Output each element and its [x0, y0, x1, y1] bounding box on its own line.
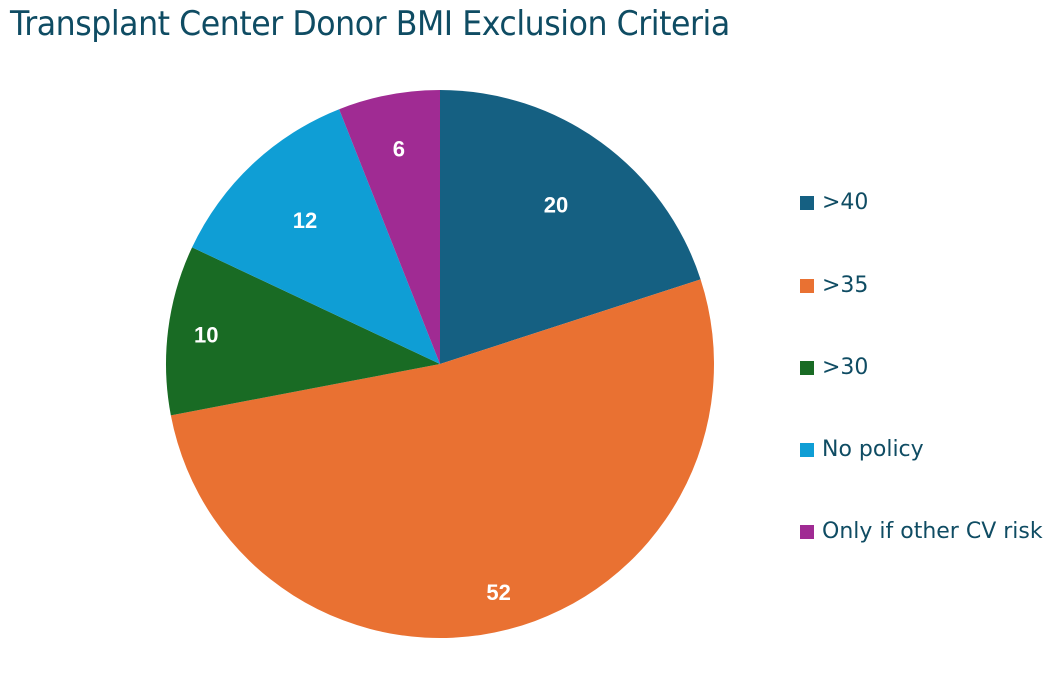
- legend-item: >40: [800, 190, 868, 215]
- legend-label: >40: [822, 190, 869, 215]
- pie-slice-40: [440, 90, 701, 364]
- legend-item: >30: [800, 355, 868, 380]
- legend-swatch: [800, 195, 814, 210]
- pie-slice-35: [170, 279, 715, 638]
- legend-label: Only if other CV risk: [822, 519, 1043, 544]
- pie-slice-30: [165, 247, 440, 416]
- legend-swatch: [800, 524, 814, 539]
- data-label: 20: [544, 192, 568, 217]
- pie-slices: [165, 90, 715, 638]
- pie-data-labels: 20 52 10 12 6: [194, 137, 568, 606]
- legend-item: Only if other CV risk: [800, 519, 1043, 544]
- legend-swatch: [800, 360, 814, 375]
- data-label: 12: [293, 208, 317, 233]
- data-label: 10: [194, 322, 218, 347]
- legend-swatch: [800, 442, 814, 457]
- data-label: 52: [486, 580, 510, 605]
- legend-label: >35: [822, 273, 869, 298]
- legend-swatch: [800, 278, 814, 293]
- legend-item: No policy: [800, 437, 924, 462]
- legend-label: No policy: [822, 437, 924, 462]
- chart-title: Transplant Center Donor BMI Exclusion Cr…: [10, 4, 730, 44]
- legend-item: >35: [800, 273, 868, 298]
- legend-label: >30: [822, 355, 869, 380]
- data-label: 6: [393, 137, 405, 162]
- pie-slice-only-if-other-cv-risk: [339, 90, 440, 364]
- pie-slice-no-policy: [192, 109, 440, 364]
